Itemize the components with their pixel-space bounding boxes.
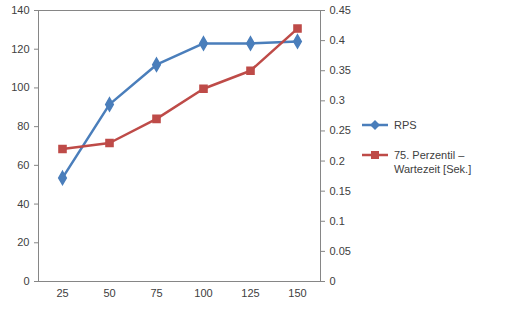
svg-text:120: 120 xyxy=(11,43,29,55)
svg-text:140: 140 xyxy=(11,4,29,16)
svg-text:0.05: 0.05 xyxy=(330,245,351,257)
svg-text:25: 25 xyxy=(56,287,68,299)
svg-text:60: 60 xyxy=(17,159,29,171)
svg-text:0.2: 0.2 xyxy=(330,155,345,167)
svg-text:0.4: 0.4 xyxy=(330,34,345,46)
html-text:RPS: RPS xyxy=(394,119,417,131)
svg-text:0: 0 xyxy=(330,275,336,287)
svg-text:75: 75 xyxy=(150,287,162,299)
svg-text:0.15: 0.15 xyxy=(330,185,351,197)
svg-text:100: 100 xyxy=(194,287,212,299)
svg-text:100: 100 xyxy=(11,81,29,93)
svg-text:0: 0 xyxy=(23,275,29,287)
svg-text:0.25: 0.25 xyxy=(330,124,351,136)
svg-text:50: 50 xyxy=(103,287,115,299)
svg-text:150: 150 xyxy=(288,287,306,299)
svg-text:80: 80 xyxy=(17,120,29,132)
svg-text:0.3: 0.3 xyxy=(330,94,345,106)
svg-text:20: 20 xyxy=(17,236,29,248)
svg-text:40: 40 xyxy=(17,198,29,210)
html-text:75. Perzentil – Wartezeit [Sek: 75. Perzentil – Wartezeit [Sek.] xyxy=(394,149,472,175)
svg-text:0.1: 0.1 xyxy=(330,215,345,227)
svg-text:125: 125 xyxy=(241,287,259,299)
svg-text:0.35: 0.35 xyxy=(330,64,351,76)
svg-text:0.45: 0.45 xyxy=(330,4,351,16)
